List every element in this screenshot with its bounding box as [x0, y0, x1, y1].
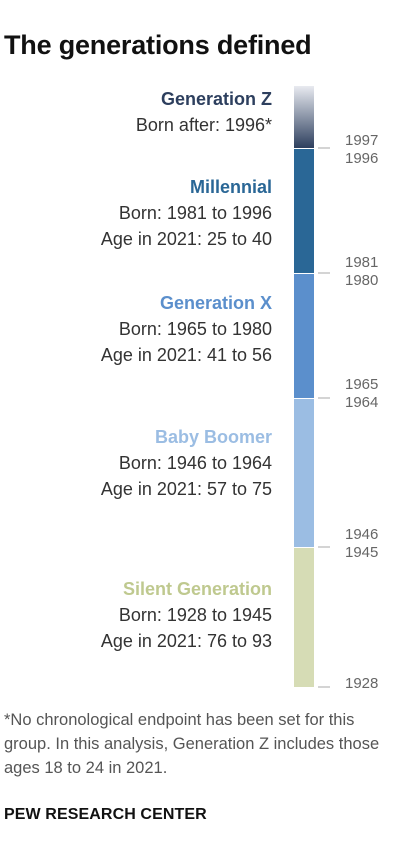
generation-name: Generation Z: [160, 89, 272, 109]
tick-label: 1965: [345, 376, 379, 393]
tick-label: 1996: [345, 150, 379, 167]
generation-label-generation-x: Generation X Born: 1965 to 1980 Age in 202…: [101, 290, 272, 368]
chart-title: The generations defined: [4, 30, 312, 60]
source-label: PEW RESEARCH CENTER: [4, 806, 207, 823]
tick-label: 1964: [345, 394, 379, 411]
bar-segment-silent-generation: [294, 548, 314, 687]
tick-label: 1981: [345, 254, 379, 271]
generation-age-range: Age in 2021: 25 to 40: [100, 229, 272, 249]
generation-label-generation-z: Generation Z Born after: 1996*: [136, 86, 272, 138]
generation-name: Silent Generation: [122, 579, 272, 599]
tick-label: 1928: [345, 675, 379, 692]
generation-name: Generation X: [159, 293, 272, 313]
generation-age-range: Age in 2021: 41 to 56: [100, 345, 272, 365]
tick-label: 1945: [345, 544, 379, 561]
generation-name: Millennial: [189, 177, 272, 197]
generation-label-silent-generation: Silent Generation Born: 1928 to 1945 Age i…: [101, 576, 272, 654]
bar-segment-millennial: [294, 149, 314, 273]
generation-label-millennial: Millennial Born: 1981 to 1996 Age in 2021:…: [101, 174, 272, 252]
generation-name: Baby Boomer: [154, 427, 272, 447]
tick-label: 1946: [345, 526, 379, 543]
generation-born-range: Born after: 1996*: [135, 115, 272, 135]
bar-segment-generation-x: [294, 274, 314, 398]
tick-label: 1980: [345, 272, 379, 289]
tick-label: 1997: [345, 132, 379, 149]
generation-born-range: Born: 1981 to 1996: [118, 203, 272, 223]
generation-age-range: Age in 2021: 76 to 93: [100, 631, 272, 651]
generation-timeline-bar: [294, 86, 330, 688]
generation-age-range: Age in 2021: 57 to 75: [100, 479, 272, 499]
generation-label-baby-boomer: Baby Boomer Born: 1946 to 1964 Age in 2021…: [101, 424, 272, 502]
bar-segment-generation-z: [294, 86, 314, 148]
generation-born-range: Born: 1965 to 1980: [118, 319, 272, 339]
footnote: *No chronological endpoint has been set …: [4, 711, 380, 777]
generation-born-range: Born: 1928 to 1945: [118, 605, 272, 625]
generation-born-range: Born: 1946 to 1964: [118, 453, 272, 473]
bar-segment-baby-boomer: [294, 399, 314, 547]
